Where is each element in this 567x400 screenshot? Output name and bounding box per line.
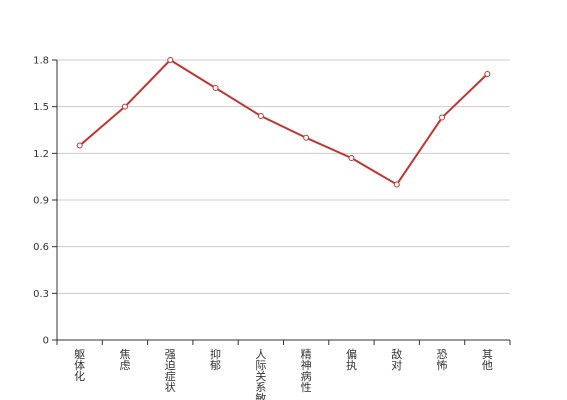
- x-tick-label: 躯体化: [74, 348, 85, 383]
- y-tick-label: 0.9: [33, 196, 49, 207]
- x-tick-label: 精神病性: [301, 348, 312, 394]
- y-axis: 0 0.3 0.6 0.9 1.2 1.5 1.8: [33, 56, 58, 347]
- x-axis: 躯体化 焦虑 强迫症状 抑郁 人际关系敏感 精神病性 偏执 敌对 恐怖 其他: [56, 339, 511, 400]
- data-point[interactable]: [212, 85, 219, 91]
- x-tick-label: 其他: [482, 348, 493, 372]
- data-point[interactable]: [121, 103, 128, 110]
- data-point[interactable]: [484, 71, 491, 77]
- data-point[interactable]: [348, 155, 355, 161]
- x-tick-label: 强迫症状: [165, 348, 176, 394]
- y-tick-label: 1.5: [33, 102, 49, 113]
- y-tick-label: 0.6: [33, 242, 49, 253]
- data-point[interactable]: [439, 114, 446, 121]
- data-point[interactable]: [303, 134, 310, 141]
- series-group: [76, 57, 491, 188]
- data-point[interactable]: [257, 113, 264, 119]
- x-tick-label: 偏执: [346, 347, 357, 372]
- data-point[interactable]: [393, 181, 400, 188]
- series-line: [78, 59, 489, 186]
- x-tick-label: 恐怖: [437, 348, 448, 372]
- x-tick-label: 抑郁: [210, 347, 221, 372]
- y-tick-label: 1.2: [33, 149, 49, 160]
- x-tick-label: 人际关系敏感: [255, 348, 266, 400]
- y-tick-label: 0: [43, 336, 49, 347]
- grid-lines: [57, 59, 510, 294]
- data-point[interactable]: [167, 57, 174, 63]
- x-tick-label: 敌对: [391, 347, 402, 372]
- y-tick-label: 1.8: [33, 56, 49, 67]
- x-tick-label: 焦虑: [119, 348, 130, 372]
- data-point[interactable]: [76, 142, 83, 149]
- y-tick-label: 0.3: [33, 289, 49, 300]
